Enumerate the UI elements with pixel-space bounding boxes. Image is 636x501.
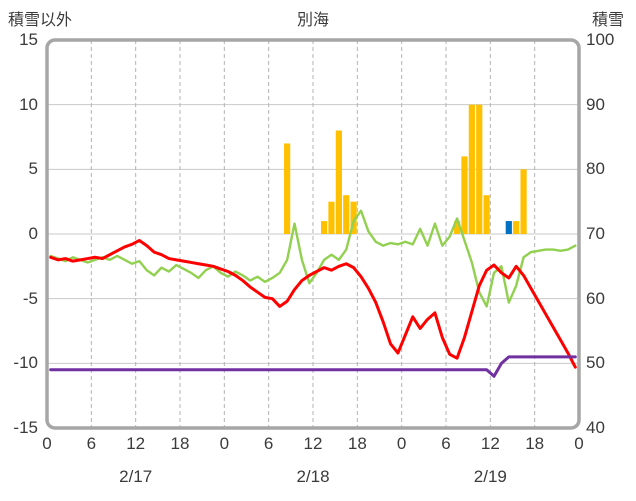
x-axis-hour-tick: 18	[525, 434, 545, 453]
x-axis-hour-tick: 12	[303, 434, 323, 453]
x-axis-hour-tick: 0	[219, 434, 230, 453]
x-axis-hour-tick: 0	[396, 434, 407, 453]
x-axis-date-label: 2/17	[119, 467, 153, 486]
right-axis-tick: 40	[586, 418, 605, 437]
precipitation-bars-orange	[483, 195, 490, 234]
left-axis-title: 積雪以外	[8, 12, 73, 29]
left-axis-tick: -10	[13, 353, 38, 373]
x-axis-hour-tick: 6	[263, 434, 274, 453]
right-axis-tick: 80	[586, 159, 605, 179]
x-axis-hour-tick: 12	[126, 434, 146, 453]
x-axis-hour-tick: 0	[42, 434, 52, 453]
plot-frame	[45, 38, 581, 430]
x-axis-date-label: 2/18	[296, 467, 330, 486]
left-axis-tick: 15	[19, 30, 38, 49]
x-axis-hour-tick: 6	[86, 434, 97, 453]
precipitation-bars-orange	[335, 130, 342, 234]
right-axis-tick: 100	[586, 30, 615, 49]
x-axis-hour-tick: 12	[480, 434, 500, 453]
chart-title: 別海	[296, 12, 329, 29]
right-axis-tick: 70	[586, 224, 605, 243]
right-axis-title: 積雪	[591, 12, 624, 29]
x-axis-hour-tick: 18	[170, 434, 190, 453]
right-axis-tick: 50	[586, 353, 605, 373]
x-axis-hour-tick: 0	[574, 434, 584, 453]
purple-line-snowdepth	[49, 355, 577, 378]
precipitation-bars-orange	[350, 201, 357, 234]
x-axis-date-label: 2/19	[473, 467, 507, 486]
precipitation-bars-orange	[520, 169, 527, 234]
right-axis-tick: 90	[586, 94, 605, 114]
precipitation-bars-orange	[513, 221, 520, 234]
left-axis-tick: -15	[13, 418, 38, 437]
left-axis-tick: 10	[19, 94, 38, 114]
precipitation-bars-orange	[284, 143, 291, 234]
x-axis-hour-tick: 18	[347, 434, 367, 453]
right-axis-tick: 60	[586, 288, 605, 308]
precipitation-bars-orange	[476, 104, 483, 235]
left-axis-tick: 5	[28, 159, 38, 179]
precipitation-bars-orange	[461, 156, 468, 234]
precipitation-bars-orange	[320, 221, 328, 234]
precipitation-bar-blue	[505, 221, 512, 234]
green-line	[49, 209, 577, 308]
x-axis-hour-tick: 6	[441, 434, 451, 453]
precipitation-bars-orange	[453, 221, 461, 234]
left-axis-tick: -5	[22, 288, 38, 308]
left-axis-tick: 0	[28, 224, 38, 243]
precipitation-bars-orange	[328, 201, 335, 234]
precipitation-bars-orange	[468, 104, 475, 235]
precipitation-bars-orange	[343, 195, 350, 234]
red-line	[49, 238, 577, 369]
